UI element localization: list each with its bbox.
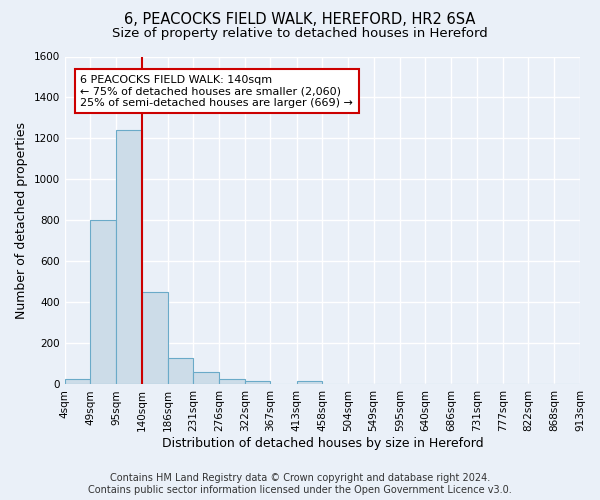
Bar	[168, 358, 193, 384]
Text: 6, PEACOCKS FIELD WALK, HEREFORD, HR2 6SA: 6, PEACOCKS FIELD WALK, HEREFORD, HR2 6S…	[124, 12, 476, 28]
Text: Contains HM Land Registry data © Crown copyright and database right 2024.
Contai: Contains HM Land Registry data © Crown c…	[88, 474, 512, 495]
Bar	[116, 130, 142, 384]
Bar	[296, 382, 322, 384]
X-axis label: Distribution of detached houses by size in Hereford: Distribution of detached houses by size …	[161, 437, 483, 450]
Bar	[219, 380, 245, 384]
Text: Size of property relative to detached houses in Hereford: Size of property relative to detached ho…	[112, 28, 488, 40]
Bar	[193, 372, 219, 384]
Text: 6 PEACOCKS FIELD WALK: 140sqm
← 75% of detached houses are smaller (2,060)
25% o: 6 PEACOCKS FIELD WALK: 140sqm ← 75% of d…	[80, 74, 353, 108]
Bar	[90, 220, 116, 384]
Bar	[142, 292, 168, 384]
Y-axis label: Number of detached properties: Number of detached properties	[15, 122, 28, 319]
Bar	[245, 382, 271, 384]
Bar	[65, 380, 90, 384]
